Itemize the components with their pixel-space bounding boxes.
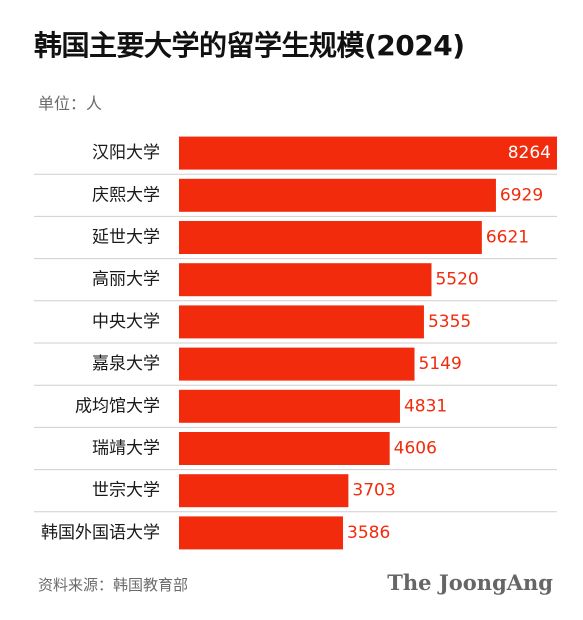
category-label: 延世大学 <box>92 228 160 248</box>
category-label: 庆熙大学 <box>92 185 160 205</box>
value-label: 3703 <box>352 481 395 501</box>
bar <box>179 516 344 550</box>
source-note: 资料来源：韩国教育部 <box>38 576 189 594</box>
value-label: 5149 <box>419 354 462 374</box>
category-label: 嘉泉大学 <box>92 354 160 374</box>
category-label: 瑞靖大学 <box>92 439 160 459</box>
value-label: 5520 <box>435 270 478 290</box>
bar <box>179 136 557 170</box>
publisher-logo: The JoongAng <box>387 570 553 595</box>
category-label: 汉阳大学 <box>92 143 160 163</box>
category-label: 成均馆大学 <box>75 396 160 416</box>
bar <box>179 305 424 339</box>
chart-title: 韩国主要大学的留学生规模(2024) <box>34 29 465 62</box>
category-label: 中央大学 <box>92 312 160 332</box>
value-label: 3586 <box>347 523 390 543</box>
value-label: 6929 <box>500 185 543 205</box>
bar <box>179 347 415 381</box>
bar <box>179 221 482 254</box>
category-label: 世宗大学 <box>92 481 160 501</box>
bar <box>179 474 349 508</box>
bar <box>179 389 400 423</box>
chart-area: 汉阳大学 8264 庆熙大学 6929 延世大学 6621 高丽大学 5520 中央大学 5355… <box>0 132 583 554</box>
bar-chart: 汉阳大学 8264 庆熙大学 6929 延世大学 6621 高丽大学 5520 中央大学 5355… <box>34 136 557 550</box>
bar <box>179 432 390 465</box>
bar <box>179 178 496 212</box>
bar <box>179 263 432 297</box>
unit-label: 单位：人 <box>38 94 103 113</box>
value-label: 8264 <box>508 143 551 163</box>
category-label: 韩国外国语大学 <box>41 523 160 543</box>
value-label: 5355 <box>428 312 471 332</box>
value-label: 4831 <box>404 396 447 416</box>
category-label: 高丽大学 <box>92 270 160 290</box>
value-label: 6621 <box>486 228 529 248</box>
value-label: 4606 <box>394 439 437 459</box>
